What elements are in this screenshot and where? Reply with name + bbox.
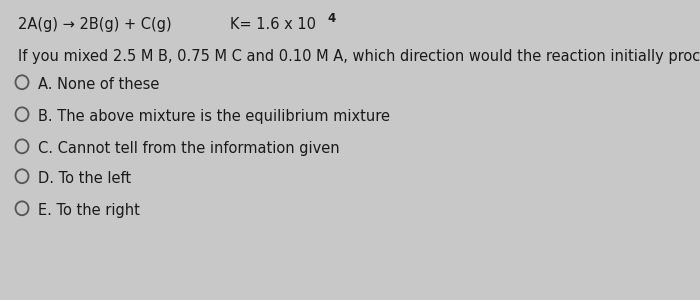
Text: 4: 4 xyxy=(327,12,335,25)
Text: If you mixed 2.5 M B, 0.75 M C and 0.10 M A, which direction would the reaction : If you mixed 2.5 M B, 0.75 M C and 0.10 … xyxy=(18,49,700,64)
Text: C. Cannot tell from the information given: C. Cannot tell from the information give… xyxy=(38,141,340,156)
Text: B. The above mixture is the equilibrium mixture: B. The above mixture is the equilibrium … xyxy=(38,109,390,124)
Text: D. To the left: D. To the left xyxy=(38,171,131,186)
Text: A. None of these: A. None of these xyxy=(38,77,160,92)
Text: E. To the right: E. To the right xyxy=(38,203,140,218)
Text: 2A(g) → 2B(g) + C(g): 2A(g) → 2B(g) + C(g) xyxy=(18,17,172,32)
Text: K= 1.6 x 10: K= 1.6 x 10 xyxy=(230,17,316,32)
